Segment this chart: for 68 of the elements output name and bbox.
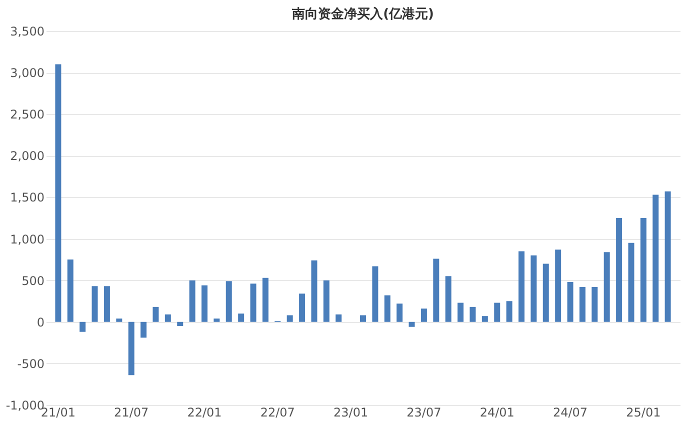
bar [202, 285, 208, 322]
bar [92, 286, 98, 322]
y-tick-label: 1,000 [10, 232, 44, 246]
y-tick-label: 0 [36, 315, 44, 330]
bar [604, 252, 610, 322]
bar [494, 302, 500, 322]
bar [250, 284, 256, 322]
bar [628, 242, 634, 322]
bar [360, 315, 366, 322]
y-tick-label: 2,500 [10, 108, 44, 122]
bar [396, 304, 403, 322]
y-tick-label: 3,500 [10, 24, 44, 38]
bar [664, 191, 671, 322]
bar [384, 295, 390, 322]
bar [67, 260, 74, 322]
bar [433, 258, 440, 322]
x-tick-label: 22/07 [260, 406, 295, 420]
bar [530, 255, 537, 322]
bar [458, 302, 464, 322]
bar [226, 281, 232, 322]
bar [55, 64, 62, 322]
y-tick-label: -1,000 [6, 398, 44, 412]
chart-title: 南向资金净买入(亿港元) [291, 6, 434, 22]
y-tick-label: 500 [22, 274, 44, 288]
bar [177, 322, 184, 326]
bar [323, 280, 330, 322]
y-tick-label: 2,000 [10, 149, 44, 164]
bar [445, 276, 452, 322]
y-tick-label: 1,500 [10, 190, 44, 205]
x-tick-label: 24/01 [480, 406, 514, 420]
bar [506, 301, 512, 322]
x-tick-label: 24/07 [552, 406, 588, 420]
x-tick-label: 25/01 [626, 406, 661, 420]
y-tick-label: -500 [17, 356, 44, 371]
bar [616, 218, 622, 322]
bar [555, 250, 562, 322]
bar [579, 286, 586, 322]
bar [652, 194, 659, 322]
bar [104, 286, 110, 322]
bar [238, 314, 244, 322]
bar [299, 294, 306, 322]
bar [311, 260, 318, 322]
bar [116, 318, 122, 322]
bar [542, 264, 549, 322]
bar [164, 314, 171, 322]
bar [420, 308, 427, 322]
bar [567, 282, 574, 322]
x-tick-label: 21/07 [114, 406, 149, 420]
y-tick-label: 3,000 [10, 66, 44, 80]
x-tick-label: 23/07 [406, 406, 442, 420]
bar [592, 286, 598, 322]
bar [140, 322, 147, 338]
bar [640, 218, 646, 322]
bar [372, 266, 378, 322]
bar [128, 322, 134, 376]
bar [336, 314, 342, 322]
bar [286, 315, 293, 322]
bar [152, 306, 159, 322]
bar [482, 316, 488, 322]
bar [80, 322, 86, 332]
bar [518, 251, 524, 322]
bar [189, 280, 196, 322]
x-tick-label: 23/01 [334, 406, 368, 420]
bar [470, 306, 476, 322]
bar [408, 322, 415, 327]
x-tick-label: 22/01 [187, 406, 222, 420]
bar [262, 278, 268, 322]
bar [214, 318, 220, 322]
